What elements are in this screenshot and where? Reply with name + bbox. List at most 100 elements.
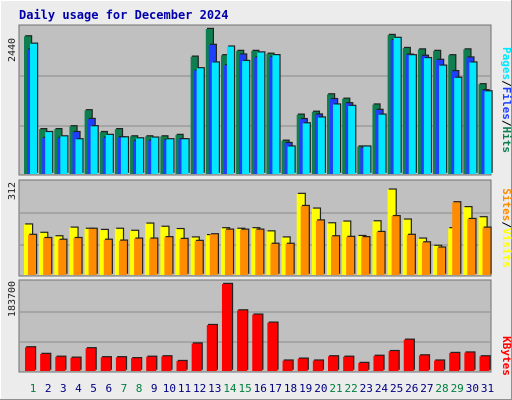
kbytes-bar-10 [161, 356, 172, 371]
legend-separator: / [500, 221, 512, 228]
pages-bar-29 [454, 77, 462, 174]
sites-bar-29 [452, 202, 461, 275]
kbytes-bar-26 [403, 339, 414, 371]
pages-bar-15 [242, 61, 250, 174]
sites-bar-27 [421, 242, 430, 275]
pages-bar-4 [75, 139, 83, 174]
kbytes-bar-13 [206, 325, 217, 371]
pages-bar-27 [423, 58, 431, 174]
sites-bar-21 [331, 236, 339, 275]
kbytes-bar-11 [176, 361, 187, 371]
legend-visits: Visits [500, 228, 512, 268]
pages-bar-28 [439, 65, 447, 174]
pages-bar-17 [272, 55, 280, 174]
x-tick-label: 2 [45, 382, 52, 395]
x-tick-label: 17 [269, 382, 282, 395]
sites-bar-23 [361, 237, 370, 275]
pages-bar-1 [30, 43, 37, 175]
sites-bar-9 [149, 238, 158, 275]
visits-panel-ymax-label: 312 [7, 182, 18, 200]
pages-bar-9 [151, 137, 159, 174]
pages-bar-19 [302, 123, 310, 174]
pages-bar-20 [317, 117, 325, 174]
kbytes-bar-29 [449, 353, 460, 371]
sites-bar-20 [315, 220, 324, 275]
pages-bar-2 [45, 132, 53, 174]
sites-bar-17 [270, 243, 279, 275]
pages-bar-23 [363, 146, 371, 174]
x-tick-label: 12 [193, 382, 206, 395]
pages-bar-21 [333, 104, 340, 174]
x-tick-label: 20 [314, 382, 327, 395]
x-tick-label: 6 [105, 382, 112, 395]
x-tick-label: 21 [329, 382, 342, 395]
x-tick-label: 11 [178, 382, 191, 395]
legend-separator: / [500, 120, 512, 127]
pages-bar-14 [226, 46, 234, 174]
kbytes-bar-2 [40, 353, 51, 371]
kbytes-bar-7 [115, 357, 126, 371]
kbytes-bar-22 [343, 356, 354, 371]
x-tick-label: 10 [163, 382, 176, 395]
x-tick-label: 29 [451, 382, 464, 395]
legend-files: Files [500, 87, 512, 120]
sites-bar-30 [467, 219, 476, 275]
kbytes-bar-18 [282, 360, 293, 371]
kbytes-bar-14 [221, 284, 232, 371]
x-tick-label: 22 [345, 382, 358, 395]
kbytes-bar-16 [252, 314, 263, 371]
sites-bar-16 [255, 229, 264, 275]
x-tick-label: 9 [151, 382, 158, 395]
chart-title: Daily usage for December 2024 [19, 8, 229, 22]
kbytes-bar-6 [100, 357, 111, 371]
kbytes-bar-17 [267, 322, 278, 371]
kbytes-bar-5 [85, 348, 96, 371]
pages-bar-6 [105, 134, 113, 174]
kbytes-bar-8 [131, 358, 142, 371]
sites-bar-3 [58, 239, 67, 275]
legend-kbytes-label: KBytes [500, 336, 512, 376]
legend-hits: Hits [500, 127, 512, 154]
kbytes-bar-20 [312, 360, 323, 371]
sites-bar-19 [300, 206, 309, 275]
sites-bar-11 [179, 238, 188, 275]
pages-bar-13 [211, 62, 219, 175]
kbytes-bar-27 [418, 355, 429, 371]
sites-bar-12 [194, 240, 203, 275]
kbytes-bar-31 [479, 356, 490, 371]
legend-separator: / [500, 80, 512, 87]
kbytes-panel-ymax-label: 183700 [7, 281, 18, 317]
sites-bar-24 [376, 232, 385, 275]
x-tick-label: 15 [238, 382, 251, 395]
legend-sites-visits: Sites/Visits [500, 188, 512, 268]
kbytes-bar-23 [358, 362, 369, 371]
pages-bar-12 [196, 68, 204, 174]
kbytes-bar-21 [328, 356, 338, 371]
x-tick-label: 28 [435, 382, 448, 395]
pages-bar-5 [90, 126, 98, 174]
sites-bar-5 [88, 228, 97, 275]
pages-bar-3 [60, 136, 68, 174]
kbytes-bar-19 [297, 358, 308, 371]
kbytes-bar-9 [146, 356, 157, 371]
kbytes-bar-3 [55, 356, 66, 371]
sites-bar-31 [482, 227, 491, 275]
x-tick-label: 7 [121, 382, 128, 395]
sites-bar-14 [224, 229, 233, 275]
sites-bar-2 [43, 238, 52, 275]
x-tick-label: 3 [60, 382, 67, 395]
x-tick-label: 25 [390, 382, 403, 395]
pages-bar-11 [181, 139, 189, 174]
sites-bar-1 [28, 234, 36, 275]
x-tick-label: 19 [299, 382, 312, 395]
sites-bar-13 [209, 234, 218, 275]
x-tick-label: 14 [223, 382, 237, 395]
sites-bar-7 [118, 240, 127, 275]
x-tick-label: 30 [466, 382, 479, 395]
pages-bar-30 [469, 62, 477, 175]
sites-bar-26 [406, 234, 415, 275]
x-tick-label: 27 [420, 382, 433, 395]
x-tick-label: 31 [481, 382, 494, 395]
pages-bar-31 [484, 91, 492, 174]
